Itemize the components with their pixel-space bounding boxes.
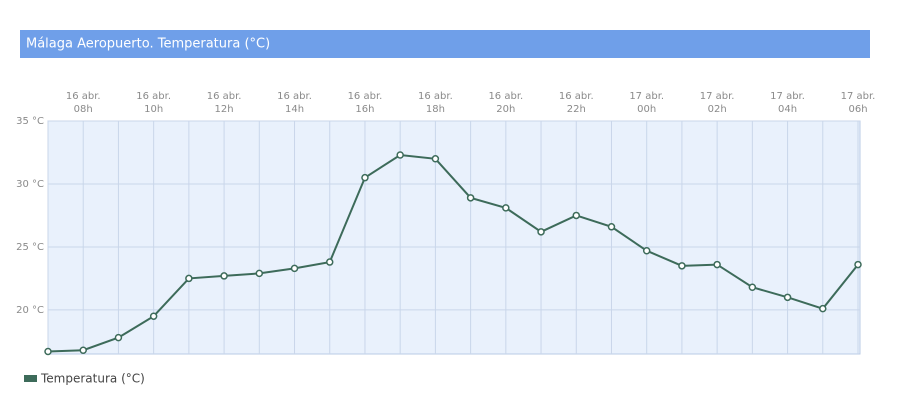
x-tick-label: 16 abr. [136,91,171,102]
point [642,246,651,255]
point [466,194,475,202]
x-tick-label: 18h [426,104,445,115]
point [44,347,52,356]
point [361,173,369,182]
x-tick-label: 16 abr. [66,91,101,102]
point [290,264,299,273]
point [819,304,827,313]
x-tick-label: 16 abr. [207,91,242,102]
x-tick-label: 17 abr. [700,91,735,102]
legend-label: Temperatura (°C) [40,372,145,386]
y-tick-label: 25 °C [16,242,44,253]
x-tick-label: 17 abr. [770,91,805,102]
x-tick-label: 16 abr. [418,91,453,102]
point [114,333,123,342]
legend-swatch [24,375,37,382]
point [396,151,404,159]
x-tick-label: 14h [285,104,304,115]
y-tick-label: 20 °C [16,305,44,316]
x-tick-label: 16 abr. [277,91,312,102]
x-tick-label: 08h [74,104,93,115]
x-tick-label: 16 abr. [559,91,594,102]
x-tick-label: 06h [848,104,867,115]
y-tick-label: 30 °C [16,179,44,190]
point [79,346,87,354]
point [325,258,334,266]
x-tick-label: 16 abr. [348,91,383,102]
chart-title: Málaga Aeropuerto. Temperatura (°C) [26,37,270,52]
x-tick-label: 04h [778,104,797,115]
point [220,272,228,280]
title-bar [20,30,870,58]
x-tick-label: 10h [144,104,163,115]
point [713,260,721,269]
point [748,283,757,291]
x-tick-label: 17 abr. [841,91,876,102]
point [431,155,440,163]
x-tick-label: 16 abr. [488,91,523,102]
point [185,274,193,283]
point [854,260,862,269]
x-tick-label: 22h [567,104,586,115]
x-tick-label: 00h [637,104,656,115]
point [537,228,545,236]
point [783,293,792,302]
point [572,211,581,220]
x-tick-label: 02h [708,104,727,115]
x-tick-label: 20h [496,104,515,115]
line [47,153,859,353]
point [149,312,158,320]
point [607,223,616,231]
point [502,204,510,212]
x-tick-label: 17 abr. [629,91,664,102]
x-tick-label: 12h [215,104,234,115]
y-tick-label: 35 °C [16,116,44,127]
point [678,262,686,270]
x-tick-label: 16h [355,104,374,115]
plot-area [47,120,861,355]
point [255,269,264,278]
